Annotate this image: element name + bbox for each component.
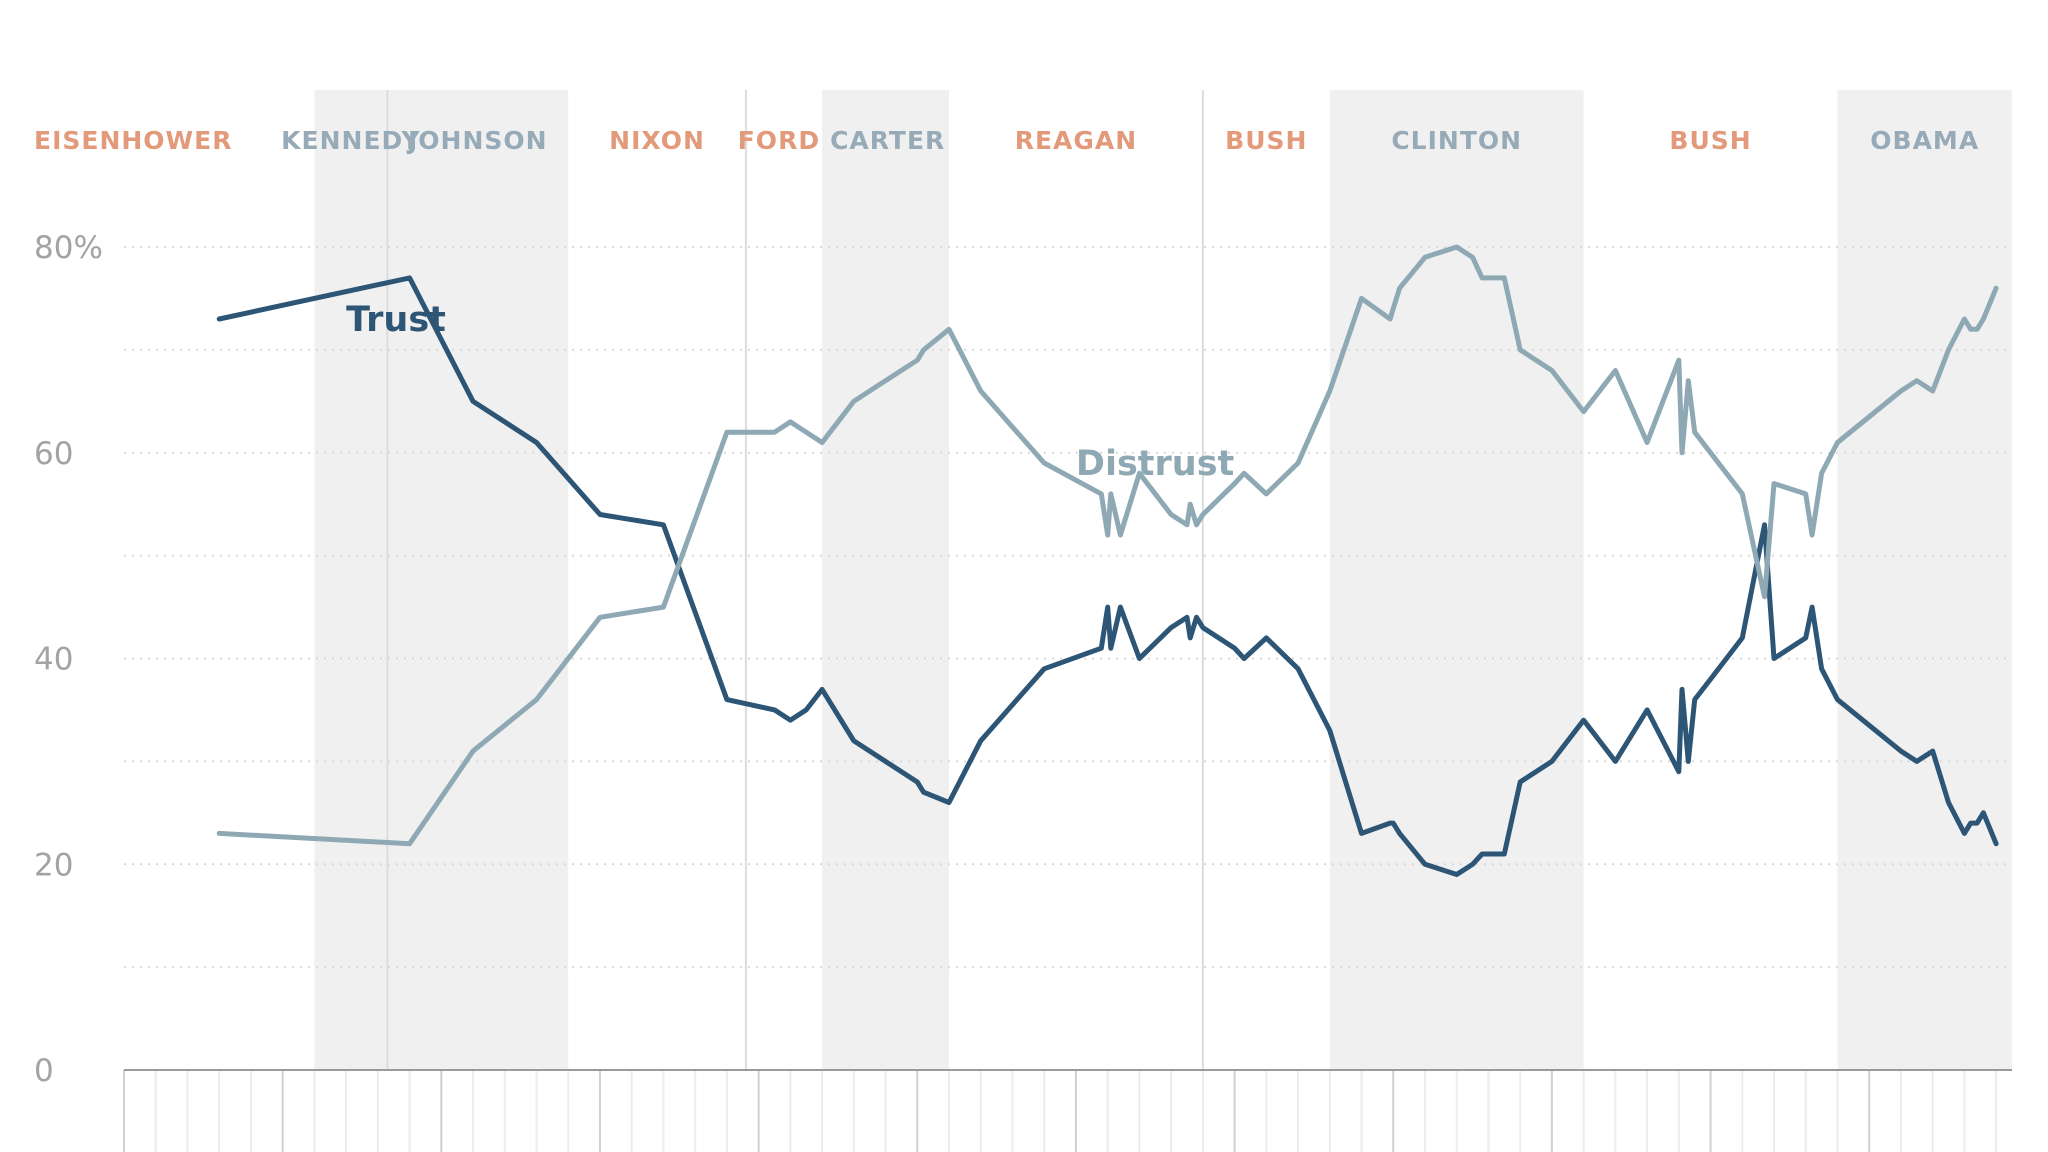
y-tick-label-0: 0	[34, 1053, 54, 1089]
term-shade-clinton	[1329, 90, 1584, 1070]
y-tick-label-60: 60	[34, 436, 73, 472]
president-label-obama-10: OBAMA	[1870, 126, 1979, 155]
president-label-bush-7: BUSH	[1225, 126, 1307, 155]
y-tick-label-80: 80%	[34, 230, 103, 266]
y-tick-label-20: 20	[34, 847, 73, 883]
term-boundaries	[386, 90, 1204, 1070]
president-label-ford-4: FORD	[738, 126, 820, 155]
term-shade-johnson	[387, 90, 569, 1070]
series-lines	[216, 244, 1999, 877]
president-label-bush-9: BUSH	[1669, 126, 1751, 155]
democrat-term-shading	[314, 90, 2012, 1070]
series-line-trust	[216, 275, 1999, 877]
president-label-reagan-6: REAGAN	[1015, 126, 1137, 155]
term-shade-obama	[1837, 90, 2012, 1070]
series-label-distrust: Distrust	[1076, 444, 1234, 484]
president-label-kennedy-1: KENNEDY	[281, 126, 420, 155]
series-line-distrust	[216, 244, 1999, 847]
term-shade-kennedy	[314, 90, 388, 1070]
y-tick-label-40: 40	[34, 642, 73, 678]
y-axis-labels: 0 20 40 60 80%	[34, 230, 103, 1089]
term-shade-carter	[822, 90, 950, 1070]
president-label-nixon-3: NIXON	[609, 126, 705, 155]
series-label-trust: Trust	[346, 300, 446, 340]
president-label-clinton-8: CLINTON	[1391, 126, 1522, 155]
president-label-carter-5: CARTER	[830, 126, 945, 155]
series-labels: Trust Distrust	[346, 300, 1234, 484]
president-label-johnson-2: JOHNSON	[406, 126, 548, 155]
x-axis-ticks	[123, 1070, 1998, 1152]
president-label-eisenhower-0: EISENHOWER	[34, 126, 232, 155]
